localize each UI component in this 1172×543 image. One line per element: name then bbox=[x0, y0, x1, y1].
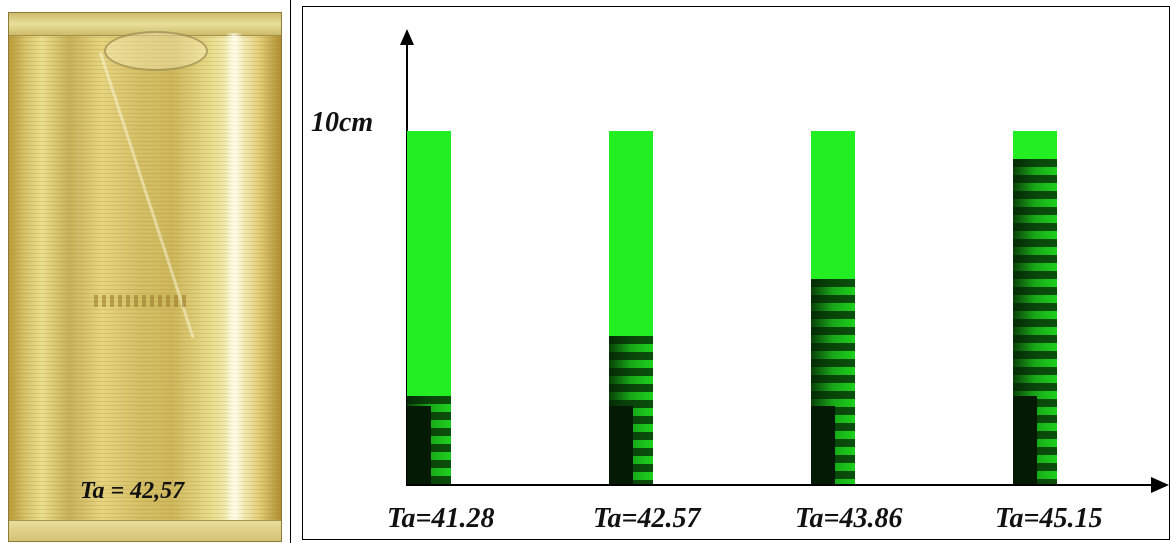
photo-ta-label: Ta = 42,57 bbox=[80, 478, 185, 504]
column-4-dark bbox=[1013, 395, 1038, 484]
column-4-label: Ta=45.15 bbox=[995, 503, 1103, 534]
cylinder-lid bbox=[104, 31, 208, 71]
cylinder-bottom-cap bbox=[9, 520, 281, 541]
x-axis bbox=[406, 484, 1156, 486]
light-reflection bbox=[225, 33, 243, 521]
cylinder-photo bbox=[8, 12, 282, 542]
x-axis-arrow-icon bbox=[1151, 477, 1169, 493]
cylinder-photo-panel: Ta = 42,57 bbox=[0, 0, 291, 543]
column-2 bbox=[609, 131, 653, 484]
column-1-dark bbox=[407, 406, 432, 484]
column-3 bbox=[811, 131, 855, 484]
column-1-label: Ta=41.28 bbox=[387, 503, 495, 534]
column-4 bbox=[1013, 131, 1057, 484]
marker-dots bbox=[94, 295, 189, 307]
column-2-label: Ta=42.57 bbox=[593, 503, 701, 534]
column-2-dark bbox=[609, 406, 634, 484]
column-1 bbox=[407, 131, 451, 484]
column-3-dark bbox=[811, 406, 836, 484]
y-axis-label: 10cm bbox=[311, 107, 374, 138]
simulation-figure: 10cm Ta=41.28 Ta=42.57 Ta=43.86 Ta=45.15 bbox=[302, 6, 1170, 540]
column-3-label: Ta=43.86 bbox=[795, 503, 903, 534]
y-axis-arrow-icon bbox=[400, 29, 414, 45]
